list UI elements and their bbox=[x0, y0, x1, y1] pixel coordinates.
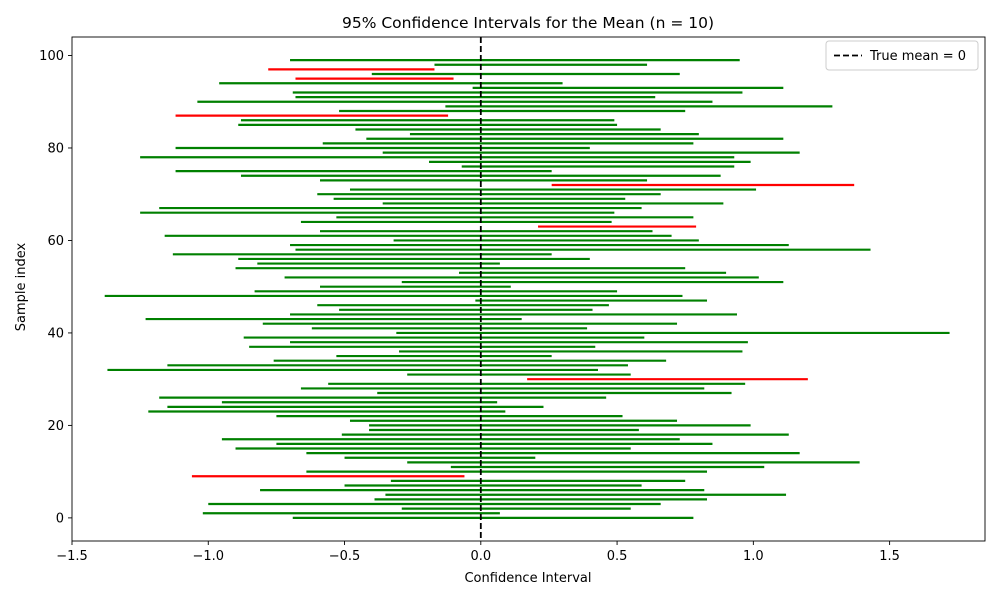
legend-label: True mean = 0 bbox=[869, 49, 966, 64]
plot-frame bbox=[71, 36, 986, 542]
y-tick-label: 0 bbox=[56, 511, 64, 526]
legend: True mean = 0 bbox=[825, 40, 979, 71]
y-tick-label: 20 bbox=[47, 419, 64, 434]
x-tick-label: 1.0 bbox=[743, 549, 764, 564]
y-tick-label: 60 bbox=[47, 234, 64, 249]
x-tick-label: −1.0 bbox=[192, 549, 224, 564]
y-tick-label: 40 bbox=[47, 326, 64, 341]
legend-frame bbox=[825, 40, 979, 71]
x-tick-label: 1.5 bbox=[879, 549, 900, 564]
chart-title: 95% Confidence Intervals for the Mean (n… bbox=[342, 14, 714, 32]
intervals-layer bbox=[104, 59, 950, 519]
x-tick-label: −0.5 bbox=[329, 549, 361, 564]
y-axis: 0 20 40 60 80 100 bbox=[39, 49, 72, 526]
x-axis-label: Confidence Interval bbox=[464, 571, 591, 586]
x-tick-label: 0.0 bbox=[470, 549, 491, 564]
y-tick-label: 100 bbox=[39, 49, 64, 64]
x-axis: −1.5 −1.0 −0.5 0.0 0.5 1.0 1.5 bbox=[56, 541, 900, 564]
x-tick-label: −1.5 bbox=[56, 549, 88, 564]
plot-area bbox=[104, 37, 950, 541]
x-tick-label: 0.5 bbox=[607, 549, 628, 564]
y-tick-label: 80 bbox=[47, 141, 64, 156]
y-axis-label: Sample index bbox=[14, 242, 29, 331]
